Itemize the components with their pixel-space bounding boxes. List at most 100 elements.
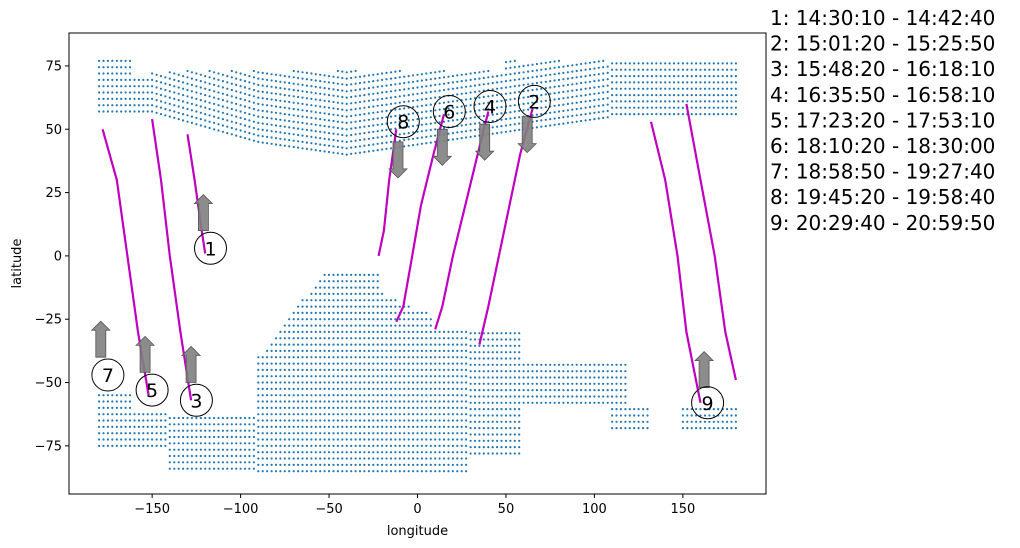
coverage-point <box>726 100 729 103</box>
coverage-point <box>460 330 463 333</box>
coverage-point <box>182 454 185 458</box>
coverage-point <box>730 408 733 411</box>
coverage-point <box>363 132 366 135</box>
coverage-point <box>690 414 693 417</box>
coverage-point <box>151 425 154 428</box>
coverage-point <box>327 330 331 333</box>
coverage-point <box>301 425 304 428</box>
coverage-point <box>491 357 494 360</box>
coverage-point <box>504 446 508 449</box>
coverage-point <box>177 416 180 420</box>
coverage-point <box>513 357 516 360</box>
coverage-point <box>412 438 415 441</box>
coverage-point <box>363 299 366 302</box>
coverage-point <box>186 76 189 79</box>
coverage-point <box>182 100 185 103</box>
coverage-point <box>261 141 264 144</box>
coverage-point <box>434 96 437 99</box>
coverage-point <box>412 80 415 83</box>
coverage-point <box>367 381 370 384</box>
coverage-point <box>482 433 485 436</box>
coverage-point <box>151 85 154 88</box>
coverage-point <box>372 318 375 321</box>
coverage-point <box>394 311 397 314</box>
coverage-point <box>288 470 291 473</box>
coverage-point <box>540 81 543 84</box>
coverage-point <box>217 91 220 94</box>
coverage-point <box>261 451 264 454</box>
coverage-point <box>721 113 724 116</box>
coverage-point <box>557 382 561 385</box>
coverage-point <box>168 96 171 99</box>
coverage-point <box>367 394 370 397</box>
coverage-point <box>456 112 459 115</box>
coverage-point <box>677 100 680 103</box>
coverage-point <box>363 286 366 289</box>
coverage-point <box>327 273 331 276</box>
coverage-point <box>588 376 592 379</box>
coverage-point <box>106 432 109 435</box>
coverage-point <box>327 438 331 441</box>
coverage-point <box>327 343 331 346</box>
coverage-point <box>496 357 499 360</box>
coverage-point <box>274 425 278 428</box>
coverage-point <box>310 324 313 327</box>
coverage-point <box>323 394 326 397</box>
coverage-point <box>283 387 286 390</box>
coverage-point <box>106 394 109 397</box>
coverage-point <box>314 305 317 308</box>
coverage-point <box>248 467 251 470</box>
coverage-point <box>363 470 366 473</box>
coverage-point <box>336 387 339 390</box>
coverage-point <box>451 75 454 78</box>
coverage-point <box>460 105 463 108</box>
coverage-point <box>465 406 468 409</box>
coverage-point <box>425 343 428 346</box>
coverage-point <box>504 344 508 347</box>
marker-circle-4 <box>473 90 507 123</box>
coverage-point <box>372 118 375 121</box>
coverage-point <box>297 121 300 124</box>
coverage-point <box>106 66 109 69</box>
coverage-point <box>606 103 609 106</box>
coverage-point <box>487 344 490 347</box>
coverage-point <box>354 152 357 155</box>
coverage-point <box>465 337 468 340</box>
coverage-point <box>367 80 370 83</box>
coverage-point <box>142 104 145 107</box>
coverage-point <box>266 116 269 119</box>
coverage-point <box>407 432 410 435</box>
coverage-point <box>243 137 247 140</box>
coverage-point <box>279 330 282 333</box>
coverage-point <box>248 423 251 426</box>
coverage-point <box>173 85 176 88</box>
coverage-point <box>186 82 189 85</box>
coverage-point <box>367 438 370 441</box>
coverage-point <box>182 423 185 426</box>
coverage-point <box>438 419 441 422</box>
coverage-point <box>385 432 388 435</box>
coverage-point <box>447 400 450 403</box>
coverage-point <box>168 416 171 420</box>
coverage-point <box>182 87 185 90</box>
coverage-point <box>668 68 671 71</box>
coverage-point <box>460 463 463 466</box>
coverage-point <box>513 72 516 75</box>
coverage-point <box>398 330 401 333</box>
coverage-point <box>628 68 631 71</box>
coverage-point <box>460 451 463 454</box>
coverage-point <box>544 68 547 71</box>
coverage-point <box>429 330 432 333</box>
coverage-point <box>106 413 109 416</box>
coverage-point <box>257 115 260 118</box>
coverage-point <box>438 406 441 409</box>
coverage-point <box>394 470 397 473</box>
coverage-point <box>350 330 353 333</box>
coverage-point <box>434 406 437 409</box>
coverage-point <box>199 92 202 95</box>
coverage-point <box>442 451 446 454</box>
coverage-point <box>588 382 592 385</box>
coverage-point <box>412 425 415 428</box>
coverage-point <box>434 337 437 340</box>
coverage-point <box>606 363 609 366</box>
